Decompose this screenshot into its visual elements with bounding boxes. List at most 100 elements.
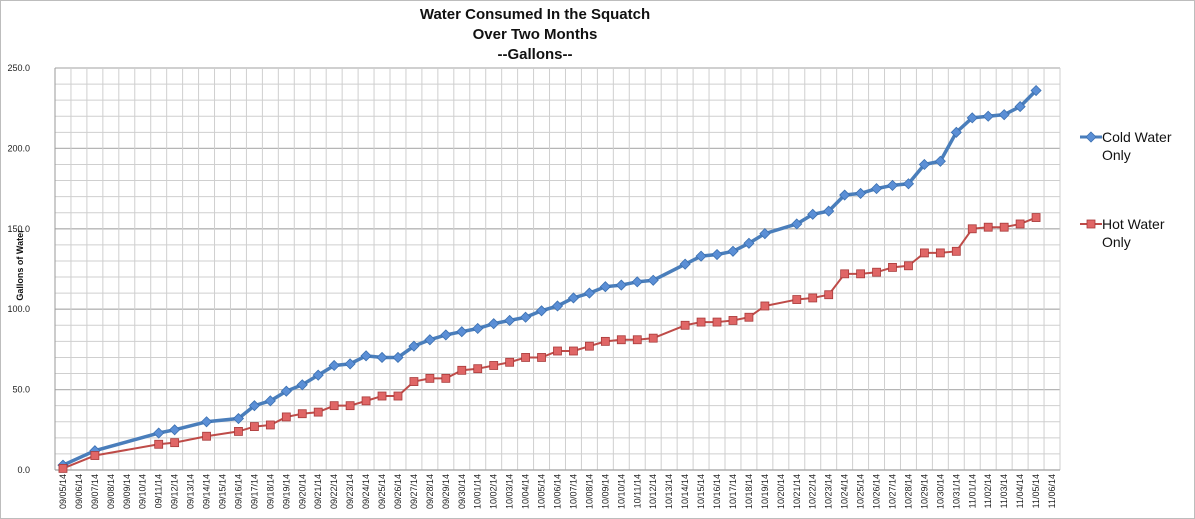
data-point-hot-water — [393, 391, 403, 401]
x-tick-label: 10/26/14 — [872, 474, 882, 509]
data-point-cold-water — [200, 416, 213, 428]
data-point-hot-water — [425, 373, 435, 383]
data-point-hot-water — [856, 269, 865, 279]
data-point-cold-water — [567, 292, 580, 304]
x-tick-label: 09/17/14 — [249, 474, 259, 509]
x-tick-label: 09/18/14 — [265, 474, 275, 509]
x-tick-label: 09/19/14 — [281, 474, 291, 509]
x-axis-ticks: 09/05/14 09/06/14 09/07/14 09/08/14 09/09/14… — [58, 474, 1057, 509]
y-tick-label: 250.0 — [7, 63, 30, 73]
x-tick-label: 10/02/14 — [489, 474, 499, 509]
data-point-cold-water — [791, 218, 803, 230]
x-tick-label: 10/06/14 — [553, 474, 563, 509]
data-point-hot-water — [632, 335, 642, 345]
x-tick-label: 09/12/14 — [170, 474, 180, 509]
data-point-cold-water — [376, 351, 388, 364]
data-point-cold-water — [472, 322, 484, 335]
data-point-cold-water — [1030, 84, 1042, 97]
y-tick-label: 0.0 — [17, 465, 30, 475]
x-tick-label: 10/27/14 — [888, 474, 898, 509]
x-tick-label: 09/11/14 — [154, 474, 164, 508]
data-point-hot-water — [824, 290, 834, 300]
data-point-hot-water — [872, 267, 881, 277]
x-tick-label: 09/29/14 — [441, 474, 451, 509]
x-tick-label: 09/22/14 — [329, 474, 339, 509]
x-tick-label: 10/21/14 — [792, 474, 802, 509]
x-tick-label: 09/07/14 — [90, 474, 100, 509]
x-tick-label: 11/02/14 — [983, 474, 993, 508]
x-tick-label: 09/15/14 — [218, 474, 228, 509]
data-point-hot-water — [265, 420, 275, 430]
data-point-hot-water — [808, 293, 818, 303]
x-tick-label: 11/01/14 — [967, 474, 977, 508]
x-tick-label: 11/03/14 — [999, 474, 1009, 508]
data-point-cold-water — [408, 340, 420, 352]
series-layer — [57, 84, 1042, 473]
x-tick-label: 10/16/14 — [712, 474, 722, 509]
data-point-hot-water — [457, 365, 467, 375]
chart-title-line-3: --Gallons-- — [497, 46, 573, 63]
data-point-hot-water — [904, 261, 913, 271]
data-point-cold-water — [807, 208, 819, 220]
data-point-cold-water — [759, 228, 771, 240]
x-tick-label: 09/06/14 — [74, 474, 84, 509]
data-point-hot-water — [250, 422, 259, 431]
y-tick-label: 150.0 — [7, 224, 30, 234]
data-point-cold-water — [870, 183, 883, 195]
data-point-hot-water — [600, 336, 610, 346]
data-point-cold-water — [232, 412, 245, 425]
x-tick-label: 10/08/14 — [584, 474, 594, 509]
data-point-cold-water — [918, 158, 930, 171]
data-point-hot-water — [888, 262, 897, 272]
data-point-hot-water — [521, 353, 530, 362]
legend-marker-square-icon — [1080, 219, 1102, 229]
y-tick-label: 50.0 — [12, 385, 30, 395]
x-tick-label: 09/13/14 — [186, 474, 196, 509]
data-point-cold-water — [631, 276, 643, 288]
data-point-cold-water — [823, 205, 835, 217]
data-point-hot-water — [441, 373, 451, 383]
chart-title-line-2: Over Two Months — [472, 26, 598, 43]
x-tick-label: 09/26/14 — [393, 474, 403, 509]
data-point-hot-water — [569, 346, 578, 356]
data-point-cold-water — [520, 311, 532, 323]
x-tick-label: 09/05/14 — [58, 474, 68, 509]
x-tick-label: 09/28/14 — [425, 474, 435, 509]
legend-label-cold-line-2: Only — [1102, 147, 1131, 163]
y-tick-label: 200.0 — [7, 143, 30, 153]
data-point-cold-water — [599, 281, 611, 293]
data-point-cold-water — [982, 110, 994, 122]
x-tick-label: 09/21/14 — [313, 474, 323, 509]
data-point-hot-water — [744, 312, 754, 322]
data-point-cold-water — [456, 326, 468, 338]
data-point-cold-water — [535, 305, 548, 317]
x-tick-label: 10/22/14 — [808, 474, 818, 509]
x-tick-label: 10/19/14 — [760, 474, 770, 509]
data-point-hot-water — [760, 301, 770, 311]
data-point-cold-water — [647, 274, 659, 286]
x-tick-label: 11/06/14 — [1047, 474, 1057, 508]
data-point-cold-water — [328, 359, 340, 372]
x-tick-label: 10/23/14 — [824, 474, 834, 509]
x-tick-label: 10/14/14 — [680, 474, 690, 509]
chart-title-line-1: Water Consumed In the Squatch — [419, 6, 651, 23]
data-point-hot-water — [329, 401, 339, 411]
data-point-cold-water — [280, 385, 292, 397]
x-tick-label: 10/20/14 — [776, 474, 786, 509]
data-point-hot-water — [792, 295, 802, 304]
data-point-cold-water — [551, 300, 564, 312]
data-point-cold-water — [583, 287, 595, 299]
x-tick-label: 10/15/14 — [696, 474, 706, 509]
x-tick-label: 10/10/14 — [616, 474, 626, 509]
y-axis-ticks: 0.0 50.0 100.0 150.0 200.0 250.0 — [7, 63, 30, 475]
x-tick-label: 10/04/14 — [521, 474, 531, 509]
data-point-cold-water — [488, 318, 500, 330]
data-point-hot-water — [648, 333, 658, 343]
x-tick-label: 10/31/14 — [951, 474, 961, 509]
x-tick-label: 10/17/14 — [728, 474, 738, 509]
data-point-cold-water — [998, 109, 1010, 121]
x-tick-label: 09/23/14 — [345, 474, 355, 509]
data-point-cold-water — [902, 178, 915, 190]
data-point-cold-water — [153, 427, 165, 439]
